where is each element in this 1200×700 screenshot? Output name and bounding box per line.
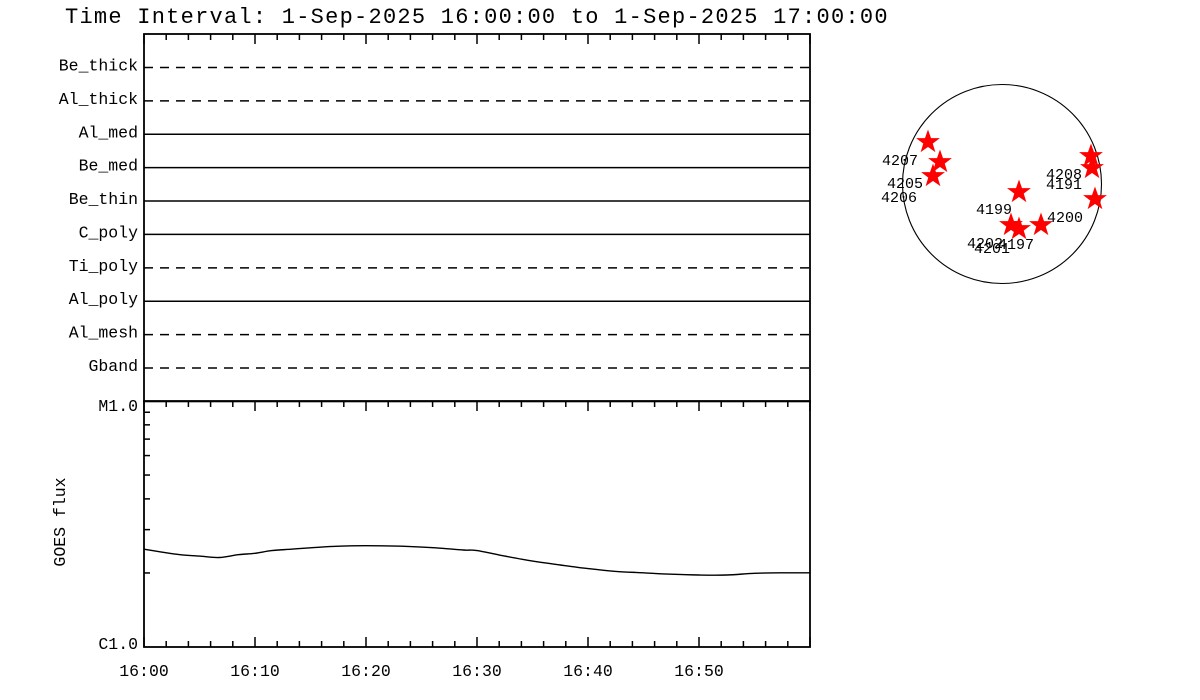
svg-text:C1.0: C1.0 bbox=[98, 635, 138, 654]
svg-text:4206: 4206 bbox=[881, 190, 917, 207]
svg-text:16:50: 16:50 bbox=[674, 662, 724, 681]
svg-text:M1.0: M1.0 bbox=[98, 397, 138, 416]
svg-text:Al_mesh: Al_mesh bbox=[69, 324, 138, 343]
svg-text:Al_med: Al_med bbox=[79, 123, 138, 142]
svg-text:16:30: 16:30 bbox=[452, 662, 502, 681]
svg-text:16:00: 16:00 bbox=[119, 662, 169, 681]
svg-text:16:20: 16:20 bbox=[341, 662, 391, 681]
svg-text:16:40: 16:40 bbox=[563, 662, 613, 681]
svg-text:Gband: Gband bbox=[88, 357, 138, 376]
svg-text:Be_med: Be_med bbox=[79, 157, 138, 176]
svg-text:Be_thin: Be_thin bbox=[69, 190, 138, 209]
svg-text:Al_thick: Al_thick bbox=[59, 90, 138, 109]
svg-text:Time Interval: 1-Sep-2025 16: Time Interval: 1-Sep-2025 16:00:00 to 1-… bbox=[65, 5, 889, 30]
svg-text:Be_thick: Be_thick bbox=[59, 56, 138, 75]
svg-text:Al_poly: Al_poly bbox=[69, 290, 138, 309]
svg-text:4207: 4207 bbox=[882, 153, 918, 170]
svg-text:4197: 4197 bbox=[998, 237, 1034, 254]
svg-text:4191: 4191 bbox=[1046, 177, 1082, 194]
svg-text:C_poly: C_poly bbox=[79, 223, 139, 242]
svg-text:Ti_poly: Ti_poly bbox=[69, 257, 138, 276]
svg-text:4200: 4200 bbox=[1047, 210, 1083, 227]
svg-text:GOES flux: GOES flux bbox=[51, 477, 70, 566]
svg-text:4199: 4199 bbox=[976, 202, 1012, 219]
svg-text:16:10: 16:10 bbox=[230, 662, 280, 681]
